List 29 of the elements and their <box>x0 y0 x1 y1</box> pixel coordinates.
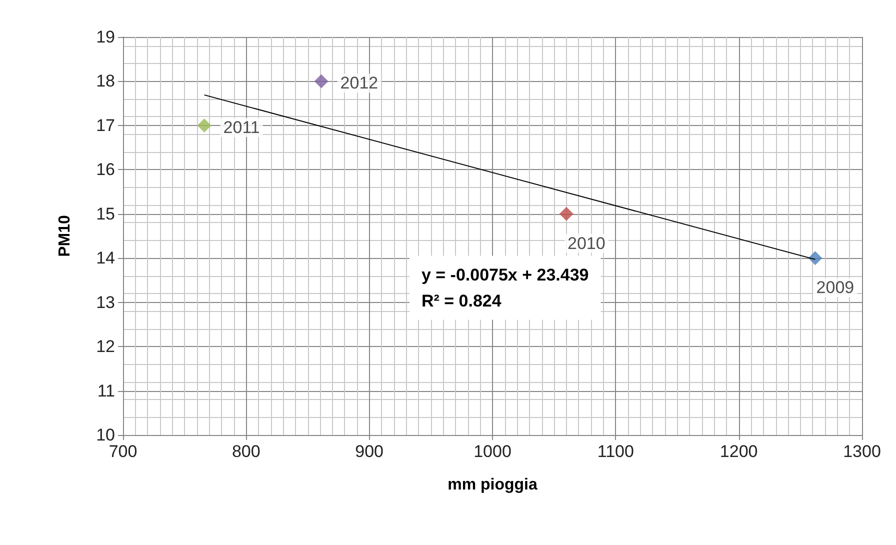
y-tick-label: 16 <box>96 160 115 180</box>
point <box>808 251 822 266</box>
y-tick-label: 12 <box>96 337 115 356</box>
series-label: 2010 <box>567 234 606 253</box>
series-label: 2012 <box>340 74 378 93</box>
y-tick-label: 13 <box>96 292 115 312</box>
x-tick-label: 1300 <box>843 442 881 461</box>
x-tick-label: 1000 <box>474 442 512 461</box>
annotation: R² = 0.824 <box>421 291 502 310</box>
y-tick-label: 15 <box>96 204 115 224</box>
x-tick-label: 800 <box>232 442 260 461</box>
x-tick-label: 900 <box>355 442 384 461</box>
x-tick-label: 1200 <box>720 442 758 461</box>
y-tick-label: 14 <box>96 248 115 268</box>
y-axis-title: PM10 <box>56 215 74 257</box>
annotation: y = -0.0075x + 23.439 <box>421 265 589 284</box>
series-label: 2009 <box>816 278 854 298</box>
point <box>559 206 574 221</box>
y-tick-label: 19 <box>96 28 115 46</box>
series-label: 2011 <box>223 118 260 137</box>
x-tick-label: 700 <box>108 442 138 461</box>
point <box>314 74 328 88</box>
y-tick-label: 17 <box>96 116 115 135</box>
x-tick-label: 1100 <box>597 442 634 461</box>
x-axis-title: mm pioggia <box>448 476 538 494</box>
point <box>197 118 212 132</box>
y-tick-label: 11 <box>97 381 115 400</box>
y-tick-label: 18 <box>96 72 115 91</box>
y-tick-label: 10 <box>96 426 115 444</box>
